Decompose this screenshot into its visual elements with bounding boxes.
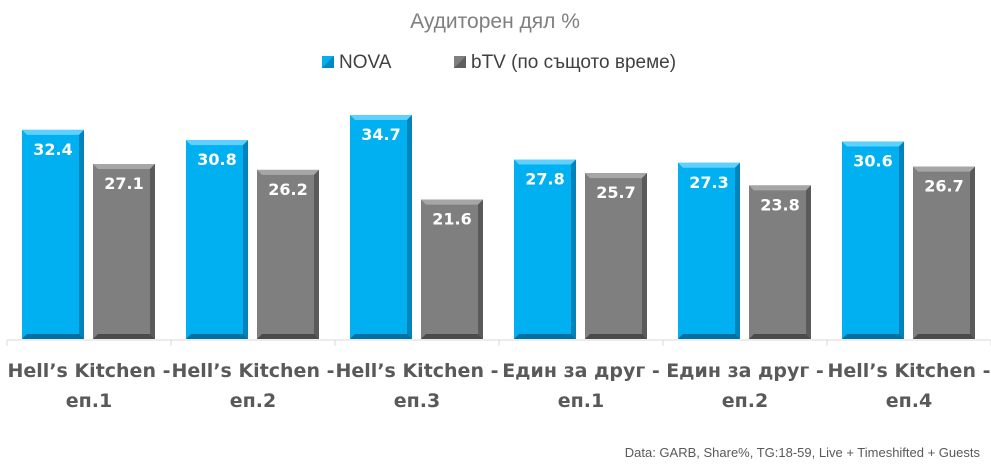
data-label: 30.6: [853, 151, 892, 170]
bar-body: [585, 173, 647, 339]
bar-bevel-top: [749, 185, 811, 191]
bar: 26.7: [913, 166, 975, 339]
bar-bevel-bottom: [842, 334, 904, 339]
bar-bevel-top: [514, 159, 576, 165]
bar-bevel-top: [678, 162, 740, 168]
data-label: 21.6: [432, 210, 471, 229]
bar-body: [186, 140, 248, 339]
data-label: 26.2: [268, 180, 307, 199]
bar-bevel-right: [642, 173, 647, 339]
x-tick-label: Hell’s Kitchen -: [828, 360, 991, 382]
data-label: 27.1: [104, 174, 143, 193]
data-label: 27.3: [689, 173, 728, 192]
bar-bevel-top: [350, 115, 412, 120]
bar-bevel-top: [186, 140, 248, 146]
bar: 32.4: [22, 129, 84, 339]
legend-label: bTV (по същото време): [471, 52, 676, 73]
bar-bevel-top: [585, 173, 647, 179]
bars: 32.4 27.1 30.8 26.2 34.7 21.6 27.8 25.7 27.3 23.8…: [22, 115, 975, 339]
data-label: 32.4: [33, 140, 72, 159]
bar-bevel-right: [571, 159, 576, 339]
bar-bevel-right: [150, 164, 155, 339]
bar: 34.7: [350, 115, 412, 339]
data-label: 27.8: [525, 170, 564, 189]
bar-bevel-bottom: [22, 334, 84, 339]
bar: 21.6: [421, 199, 483, 339]
bar-body: [257, 169, 319, 339]
x-tick-label: Един за друг -: [502, 360, 660, 382]
bar-bevel-top: [842, 141, 904, 147]
data-label: 26.7: [924, 177, 963, 196]
legend-swatch-shade: [454, 56, 466, 68]
bar-bevel-top: [913, 166, 975, 172]
bar-bevel-top: [22, 129, 84, 135]
bar-body: [749, 185, 811, 339]
legend-label: NOVA: [339, 52, 392, 73]
bar: 27.1: [93, 164, 155, 339]
x-axis: Hell’s Kitchen - еп.1 Hell’s Kitchen - еп.2…: [6, 339, 991, 412]
bar-body: [421, 199, 483, 339]
bar-body: [913, 166, 975, 339]
bar-body: [350, 115, 412, 339]
bar-bevel-bottom: [186, 334, 248, 339]
bar-bevel-bottom: [421, 334, 483, 339]
bar-bevel-right: [899, 141, 904, 339]
source-note: Data: GARB, Share%, TG:18-59, Live + Tim…: [625, 445, 981, 460]
x-tick-label: Hell’s Kitchen -: [8, 360, 171, 382]
legend-item: NOVA: [322, 52, 392, 73]
x-tick-label: еп.1: [66, 390, 112, 412]
bar-bevel-right: [407, 115, 412, 339]
bar-bevel-right: [806, 185, 811, 339]
x-tick-label: еп.1: [558, 390, 604, 412]
bar-bevel-bottom: [749, 334, 811, 339]
bar-body: [514, 159, 576, 339]
bar: 30.6: [842, 141, 904, 339]
bar-body: [842, 141, 904, 339]
bar-bevel-bottom: [678, 334, 740, 339]
bar-bevel-bottom: [514, 334, 576, 339]
bar-bevel-right: [79, 129, 84, 339]
data-label: 23.8: [760, 195, 799, 214]
data-label: 34.7: [361, 125, 400, 144]
bar-bevel-right: [243, 140, 248, 339]
x-tick-label: еп.3: [394, 390, 440, 412]
chart-title: Аудиторен дял %: [410, 10, 580, 33]
bar: 25.7: [585, 173, 647, 339]
bar-bevel-top: [421, 199, 483, 205]
x-tick-label: Един за друг -: [666, 360, 824, 382]
bar-bevel-bottom: [350, 334, 412, 339]
x-tick-label: еп.2: [722, 390, 768, 412]
legend-item: bTV (по същото време): [454, 52, 676, 73]
x-tick-label: Hell’s Kitchen -: [336, 360, 499, 382]
bar-bevel-top: [257, 169, 319, 175]
legend-swatch-shade: [322, 56, 334, 68]
legend: NOVA bTV (по същото време): [322, 52, 676, 73]
bar: 27.3: [678, 162, 740, 339]
data-label: 25.7: [596, 183, 635, 202]
bar: 26.2: [257, 169, 319, 339]
bar-bevel-right: [478, 199, 483, 339]
x-tick-label: еп.2: [230, 390, 276, 412]
bar-body: [22, 129, 84, 339]
x-tick-label: Hell’s Kitchen -: [172, 360, 335, 382]
bar-bevel-right: [735, 162, 740, 339]
bar: 27.8: [514, 159, 576, 339]
data-label: 30.8: [197, 150, 236, 169]
bar-bevel-right: [314, 169, 319, 339]
bar: 23.8: [749, 185, 811, 339]
bar-body: [678, 162, 740, 339]
bar-bevel-top: [93, 164, 155, 170]
bar-bevel-right: [970, 166, 975, 339]
x-tick-label: еп.4: [886, 390, 932, 412]
bar-body: [93, 164, 155, 339]
bar-bevel-bottom: [913, 334, 975, 339]
bar-bevel-bottom: [257, 334, 319, 339]
bar-bevel-bottom: [93, 334, 155, 339]
bar: 30.8: [186, 140, 248, 339]
bar-bevel-bottom: [585, 334, 647, 339]
